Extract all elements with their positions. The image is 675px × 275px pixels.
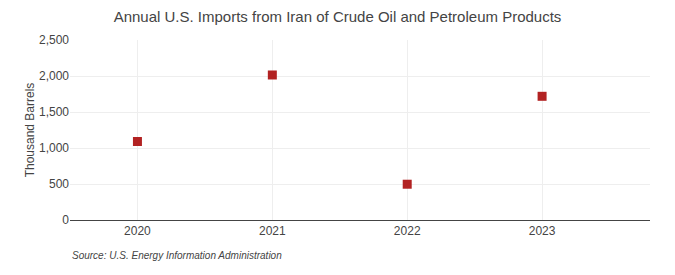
svg-text:2022: 2022 xyxy=(394,224,421,238)
svg-text:2,000: 2,000 xyxy=(39,69,69,83)
svg-text:2,500: 2,500 xyxy=(39,33,69,47)
svg-text:Annual U.S. Imports from Iran: Annual U.S. Imports from Iran of Crude O… xyxy=(114,8,562,25)
svg-text:2023: 2023 xyxy=(529,224,556,238)
svg-text:2021: 2021 xyxy=(259,224,286,238)
svg-text:Source: U.S. Energy Informatio: Source: U.S. Energy Information Administ… xyxy=(72,250,282,261)
svg-text:1,500: 1,500 xyxy=(39,105,69,119)
svg-text:500: 500 xyxy=(49,177,69,191)
svg-text:1,000: 1,000 xyxy=(39,141,69,155)
svg-text:0: 0 xyxy=(62,213,69,227)
svg-text:2020: 2020 xyxy=(124,224,151,238)
svg-text:Thousand Barrels: Thousand Barrels xyxy=(23,83,37,178)
